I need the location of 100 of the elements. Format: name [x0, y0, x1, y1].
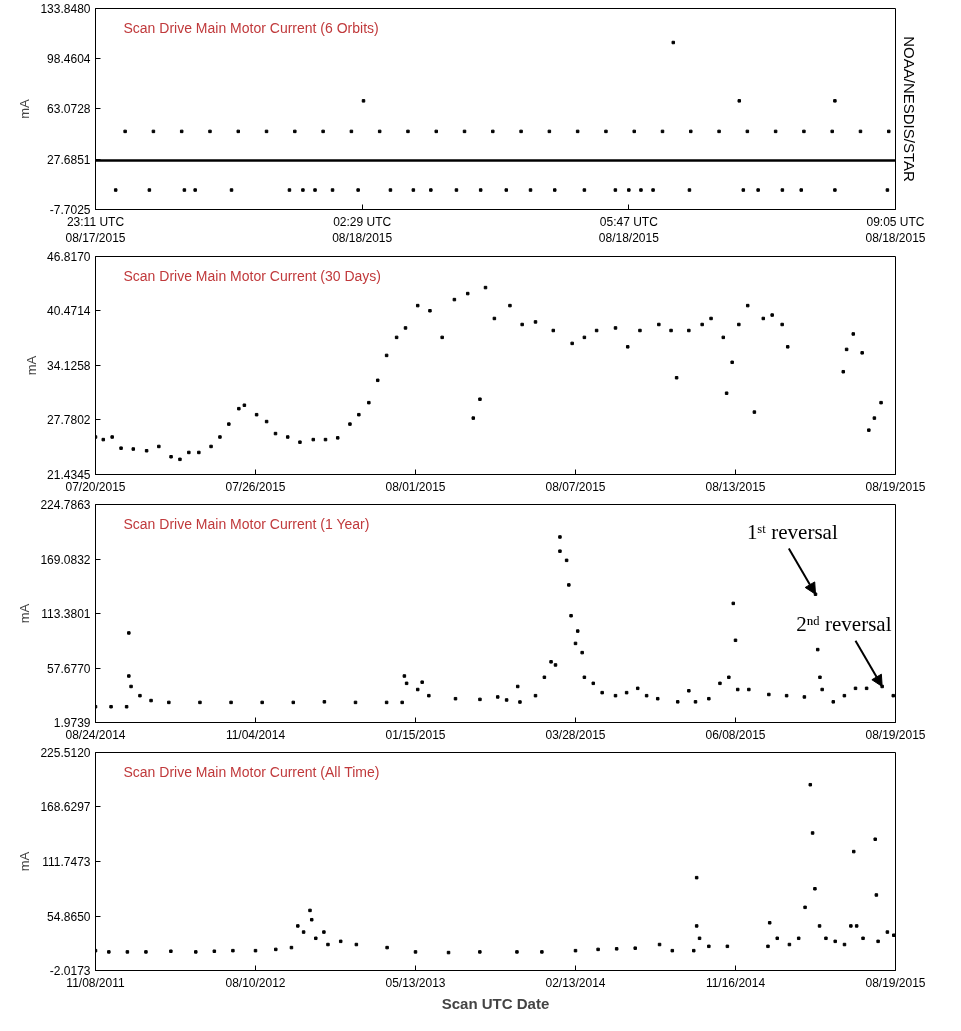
point: [377, 129, 382, 134]
y-tick-label: 46.8170: [47, 250, 91, 264]
point: [519, 129, 523, 134]
point: [179, 129, 184, 134]
point: [802, 129, 806, 134]
point: [314, 936, 318, 941]
y-tick-label: 225.5120: [40, 746, 91, 760]
point: [293, 129, 297, 134]
x-tick-label: 08/07/2015: [545, 479, 606, 494]
x-tick-label: 23:11 UTC 08/17/2015: [65, 214, 126, 246]
point: [429, 188, 433, 192]
point: [212, 949, 217, 953]
text: Scan Drive Main Motor Current (6 Orbits): [123, 19, 379, 36]
point: [725, 944, 730, 949]
point: [852, 849, 856, 854]
point: [687, 188, 692, 192]
point: [326, 942, 330, 947]
point: [540, 950, 544, 954]
point: [144, 950, 148, 954]
point: [632, 129, 636, 134]
point: [231, 948, 235, 953]
x-axis-title: Scan UTC Date: [441, 994, 550, 1012]
point: [885, 188, 890, 192]
point: [756, 188, 760, 192]
y-tick-label: 40.4714: [47, 304, 91, 319]
point: [796, 936, 801, 941]
point: [633, 946, 637, 950]
point: [113, 188, 118, 192]
point: [692, 948, 696, 953]
point: [491, 129, 495, 134]
point: [573, 948, 578, 953]
point: [236, 129, 241, 134]
point: [582, 188, 587, 192]
point: [338, 939, 343, 944]
y-tick-label: 113.3801: [41, 607, 91, 621]
y-axis-title: mA: [24, 355, 40, 376]
annotation: 2ⁿᵈ reversal: [796, 612, 892, 637]
point: [406, 129, 410, 134]
point: [274, 947, 278, 952]
point: [322, 930, 326, 934]
point: [434, 129, 438, 134]
x-tick-label: 03/28/2015: [545, 727, 606, 742]
point: [454, 188, 459, 192]
point: [741, 188, 746, 192]
point: [462, 129, 467, 134]
point: [766, 944, 770, 949]
x-tick-label: 08/19/2015: [865, 479, 926, 494]
point: [833, 99, 837, 103]
x-tick-label: 06/08/2015: [705, 727, 766, 742]
point: [308, 908, 312, 913]
point: [817, 924, 822, 928]
point: [478, 188, 483, 192]
x-tick-label: 07/20/2015: [65, 479, 126, 494]
y-axis-title: mA: [17, 851, 33, 872]
x-tick-label: 07/26/2015: [225, 479, 286, 494]
y-tick-label: 224.7863: [40, 498, 91, 512]
point: [810, 831, 815, 835]
point: [604, 129, 608, 134]
point: [697, 936, 702, 941]
point: [627, 188, 631, 192]
point: [799, 188, 803, 192]
point: [361, 99, 366, 103]
point: [413, 950, 418, 954]
point: [411, 188, 416, 192]
point: [833, 188, 837, 192]
point: [670, 948, 675, 953]
point: [803, 905, 807, 910]
y-tick-label: 21.4345: [47, 468, 91, 482]
point: [892, 933, 896, 937]
y-tick-label: 27.7802: [47, 413, 91, 428]
point: [208, 129, 212, 134]
point: [833, 939, 837, 944]
point: [301, 930, 306, 934]
point: [660, 129, 665, 134]
x-tick-label: 05/13/2013: [385, 975, 446, 990]
x-tick-label: 08/19/2015: [865, 975, 926, 990]
point: [824, 936, 828, 941]
point: [885, 930, 890, 934]
point: [151, 129, 156, 134]
point: [775, 936, 779, 941]
y-tick-label: 111.7473: [42, 855, 91, 869]
point: [671, 40, 676, 45]
y-tick-label: 168.6297: [40, 800, 91, 815]
y-tick-label: 98.4604: [47, 52, 91, 67]
point: [773, 129, 778, 134]
x-tick-label: 08/24/2014: [65, 727, 126, 742]
text: Scan Drive Main Motor Current (All Time): [123, 764, 380, 781]
point: [876, 939, 880, 944]
y-tick-label: -2.0173: [49, 964, 91, 978]
point: [147, 188, 152, 192]
point: [808, 782, 813, 787]
point: [313, 188, 317, 192]
x-tick-label: 09:05 UTC 08/18/2015: [865, 214, 926, 246]
text: Scan Drive Main Motor Current (30 Days): [123, 268, 382, 285]
point: [575, 129, 580, 134]
point: [767, 921, 772, 925]
point: [613, 188, 618, 192]
point: [504, 188, 509, 192]
point: [780, 188, 785, 192]
point: [321, 129, 325, 134]
